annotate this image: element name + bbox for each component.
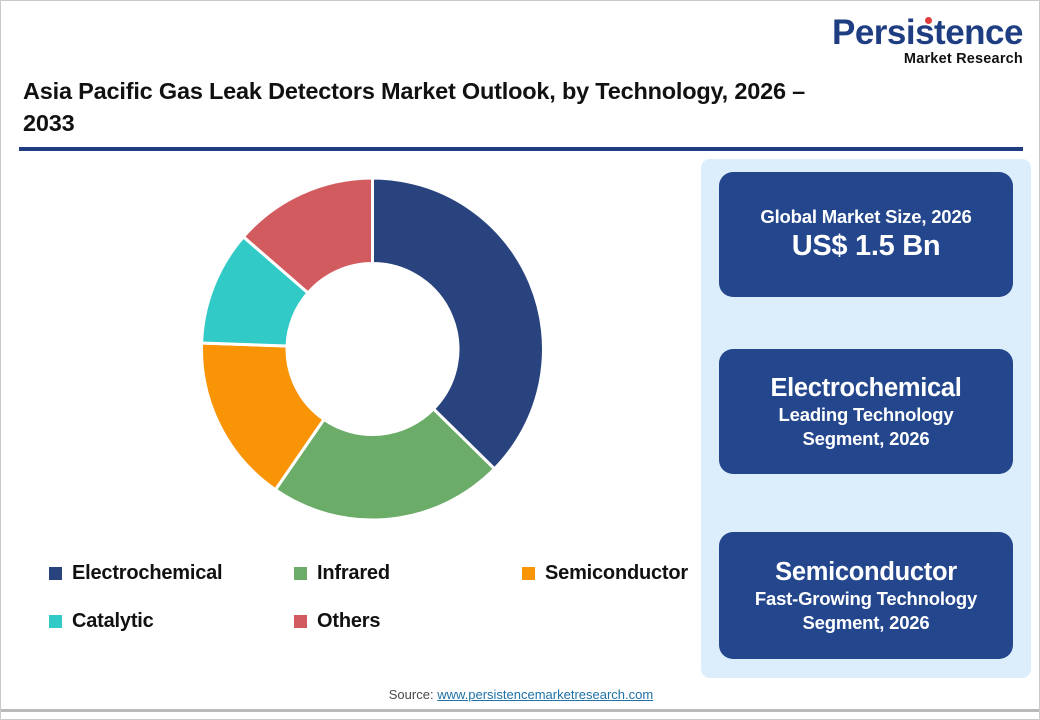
donut-chart — [21, 156, 691, 556]
stats-panel: Global Market Size, 2026 US$ 1.5 Bn Elec… — [701, 159, 1031, 678]
legend-swatch-icon — [49, 614, 62, 628]
stat-card-subline-1: Leading Technology — [778, 404, 954, 426]
donut-slice-group — [200, 176, 545, 522]
source-footer: Source: www.persistencemarketresearch.co… — [1, 687, 1039, 702]
legend-item-catalytic[interactable]: Catalytic — [49, 597, 294, 645]
chart-legend: Electrochemical Infrared Semiconductor C… — [49, 549, 699, 645]
brand-logo: Persistence Market Research — [773, 15, 1024, 67]
legend-swatch-icon — [49, 566, 62, 580]
legend-label: Others — [317, 609, 381, 632]
legend-label: Semiconductor — [545, 561, 688, 584]
stat-card-fastest-growing-segment[interactable]: Semiconductor Fast-Growing Technology Se… — [719, 532, 1013, 659]
brand-name: Persistence — [832, 15, 1024, 50]
legend-swatch-icon — [522, 566, 535, 580]
legend-swatch-icon — [294, 614, 307, 628]
stat-card-heading: Semiconductor — [775, 557, 957, 586]
donut-slice-electrochemical[interactable] — [371, 176, 545, 471]
stat-card-market-size[interactable]: Global Market Size, 2026 US$ 1.5 Bn — [719, 172, 1013, 297]
legend-item-semiconductor[interactable]: Semiconductor — [522, 549, 699, 597]
donut-slice-others[interactable] — [241, 176, 374, 296]
stat-card-subline-1: Fast-Growing Technology — [754, 588, 978, 610]
page-title: Asia Pacific Gas Leak Detectors Market O… — [23, 78, 806, 137]
legend-item-infrared[interactable]: Infrared — [294, 549, 522, 597]
legend-item-electrochemical[interactable]: Electrochemical — [49, 549, 294, 597]
source-link[interactable]: www.persistencemarketresearch.com — [437, 687, 654, 702]
legend-label: Catalytic — [72, 609, 154, 632]
stat-card-subline-2: Segment, 2026 — [802, 611, 930, 633]
source-label: Source: — [388, 687, 438, 702]
legend-item-others[interactable]: Others — [294, 597, 522, 645]
legend-label: Electrochemical — [72, 561, 223, 584]
stat-card-value: US$ 1.5 Bn — [791, 230, 941, 263]
legend-swatch-icon — [294, 566, 307, 580]
stat-card-subline-2: Segment, 2026 — [802, 427, 930, 449]
title-divider — [19, 147, 1023, 151]
stat-card-leading-segment[interactable]: Electrochemical Leading Technology Segme… — [719, 349, 1013, 474]
stat-card-label: Global Market Size, 2026 — [760, 205, 972, 227]
stat-card-heading: Electrochemical — [770, 373, 962, 402]
donut-chart-svg — [200, 176, 545, 522]
donut-slice-infrared[interactable] — [273, 406, 497, 522]
legend-label: Infrared — [317, 561, 390, 584]
brand-tagline: Market Research — [903, 51, 1023, 67]
footer-divider — [1, 709, 1039, 712]
brand-dot-icon — [924, 17, 932, 24]
